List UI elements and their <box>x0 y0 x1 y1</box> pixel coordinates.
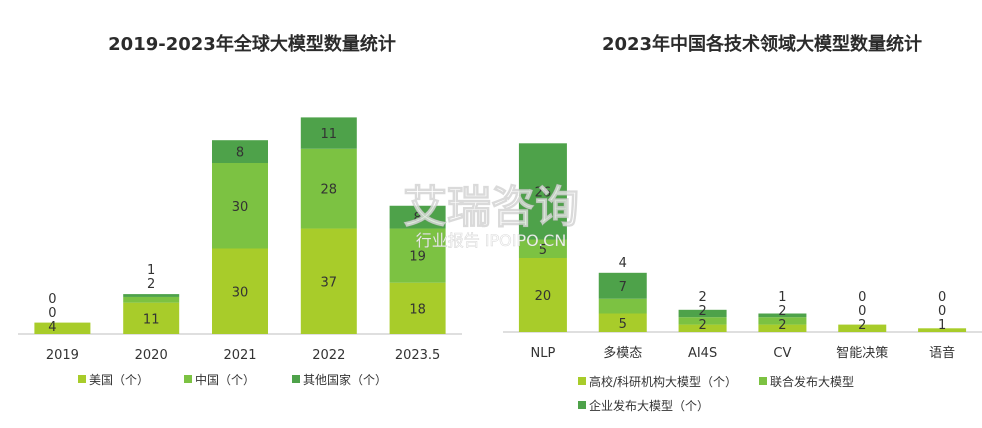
data-label: 0 <box>48 292 56 307</box>
data-label: 0 <box>858 304 866 319</box>
data-label: 0 <box>48 306 56 321</box>
bar-segment <box>389 282 446 334</box>
bar-segment <box>758 313 807 318</box>
bar-segment <box>838 324 887 332</box>
x-tick-label: 2020 <box>135 348 168 363</box>
bar-segment <box>212 248 268 334</box>
data-label: 20 <box>535 289 552 304</box>
bar-segment <box>918 328 967 332</box>
bar-segment <box>598 313 647 332</box>
bar-segment <box>758 317 807 325</box>
legend-label: 高校/科研机构大模型（个） <box>589 374 737 389</box>
legend-swatch <box>292 375 300 383</box>
data-label: 7 <box>619 280 627 295</box>
legend-swatch <box>759 377 767 385</box>
x-tick-label: 2023.5 <box>395 348 441 363</box>
watermark-subtitle: 行业报告 IPOIPO.CN <box>416 231 567 250</box>
data-label: 18 <box>409 302 426 317</box>
bar-segment <box>389 228 446 283</box>
data-label: 2 <box>858 318 866 333</box>
bar-segment <box>123 296 180 303</box>
data-label: 1 <box>147 263 155 278</box>
bar-segment <box>518 239 567 258</box>
data-label: 2 <box>778 304 786 319</box>
data-label: 5 <box>619 317 627 332</box>
bar-segment <box>389 205 446 229</box>
chart-2: 2023年中国各技术领域大模型数量统计20526NLP547多模态222AI4S… <box>503 33 982 413</box>
chart-title: 2023年中国各技术领域大模型数量统计 <box>602 33 922 55</box>
x-tick-label: 多模态 <box>603 345 642 361</box>
data-label: 2 <box>698 290 706 305</box>
x-tick-label: 2022 <box>312 348 345 363</box>
legend-label: 其他国家（个） <box>303 372 387 387</box>
x-tick-label: 2019 <box>46 348 79 363</box>
x-tick-label: AI4S <box>688 346 717 361</box>
data-label: 0 <box>938 304 946 319</box>
data-label: 5 <box>539 243 547 258</box>
data-label: 8 <box>236 146 244 161</box>
legend-swatch <box>578 377 586 385</box>
watermark-title: 艾瑞咨询 <box>403 182 579 233</box>
bar-segment <box>518 143 567 240</box>
bar-segment <box>212 163 268 249</box>
data-label: 8 <box>413 211 421 226</box>
bar-segment <box>758 324 807 332</box>
data-label: 0 <box>858 290 866 305</box>
data-label: 30 <box>232 285 249 300</box>
bar-segment <box>34 322 91 334</box>
legend-label: 企业发布大模型（个） <box>589 398 709 413</box>
data-label: 11 <box>143 312 160 327</box>
legend-swatch <box>78 375 86 383</box>
data-label: 1 <box>778 290 786 305</box>
bar-segment <box>123 302 180 334</box>
data-label: 4 <box>619 256 627 271</box>
legend-swatch <box>184 375 192 383</box>
data-label: 4 <box>48 320 56 335</box>
legend-label: 联合发布大模型 <box>770 374 854 389</box>
bar-segment <box>678 309 727 318</box>
bar-segment <box>598 272 647 299</box>
x-tick-label: NLP <box>531 346 556 361</box>
data-label: 28 <box>321 183 338 198</box>
data-label: 30 <box>232 200 249 215</box>
bar-segment <box>300 117 357 149</box>
data-label: 2 <box>698 318 706 333</box>
x-tick-label: 语音 <box>929 345 955 361</box>
bar-segment <box>212 140 268 163</box>
x-tick-label: 智能决策 <box>836 345 888 361</box>
bar-segment <box>598 298 647 314</box>
bar-segment <box>678 324 727 332</box>
bar-segment <box>300 228 357 334</box>
bar-segment <box>300 148 357 229</box>
data-label: 11 <box>321 127 338 142</box>
data-label: 2 <box>147 277 155 292</box>
bar-segment <box>678 317 727 325</box>
data-label: 19 <box>409 250 426 265</box>
chart-1: 2019-2023年全球大模型数量统计400201911212020303082… <box>18 33 462 387</box>
bar-segment <box>518 258 567 332</box>
data-label: 2 <box>778 318 786 333</box>
data-label: 1 <box>938 318 946 333</box>
legend-swatch <box>578 401 586 409</box>
legend-label: 美国（个） <box>89 373 149 387</box>
x-tick-label: CV <box>773 346 791 361</box>
legend-label: 中国（个） <box>195 372 255 387</box>
data-label: 26 <box>535 185 552 200</box>
data-label: 37 <box>321 275 338 290</box>
data-label: 0 <box>938 290 946 305</box>
chart-title: 2019-2023年全球大模型数量统计 <box>108 33 396 55</box>
bar-segment <box>123 294 180 297</box>
x-tick-label: 2021 <box>223 348 256 363</box>
data-label: 2 <box>698 304 706 319</box>
